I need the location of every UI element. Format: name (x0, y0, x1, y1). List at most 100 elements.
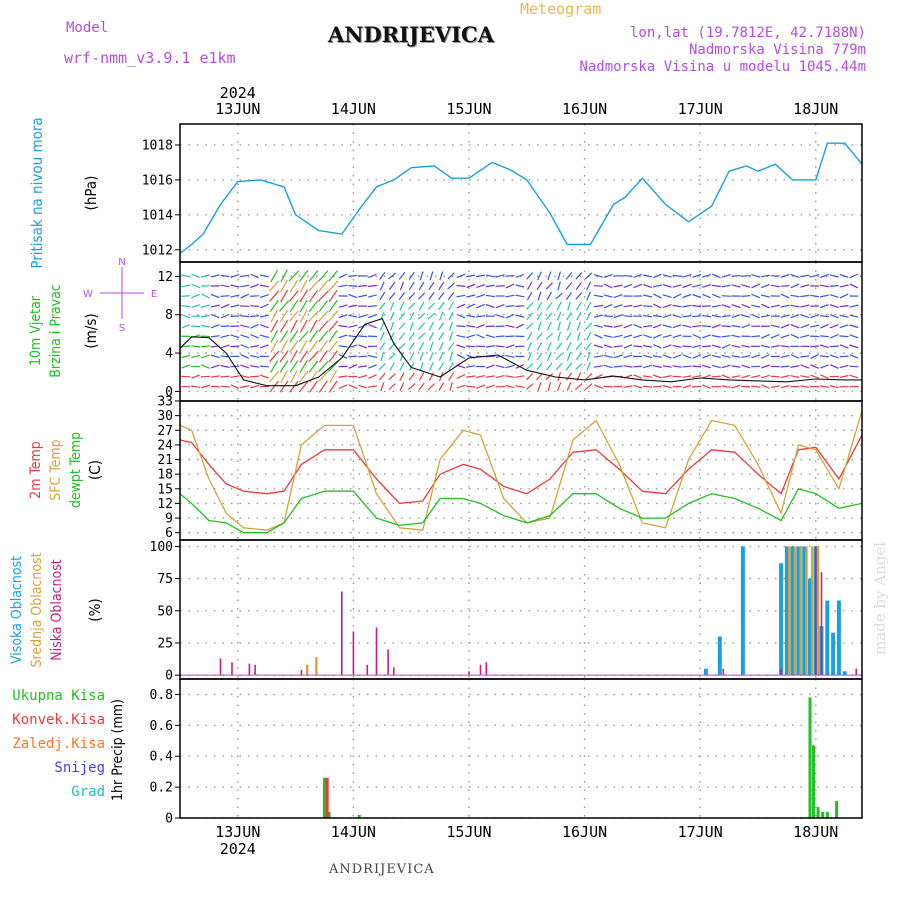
pressure-ytick-label-0: 1012 (142, 243, 173, 258)
temp-ylabel-dewpt: dewpt Temp (68, 432, 84, 508)
wind-barb-578 (652, 365, 662, 368)
wind-barb-291 (419, 351, 424, 361)
wind-barb-112 (270, 339, 279, 353)
wind-barb-815 (839, 273, 849, 278)
wind-barb-65 (230, 334, 240, 339)
wind-barb-479 (565, 272, 573, 280)
wind-barb-206 (348, 364, 358, 369)
wind-barb-613 (682, 375, 692, 378)
wind-barb-190 (328, 280, 339, 292)
wind-barb-154 (299, 279, 308, 293)
wind-barb-809 (839, 335, 849, 338)
wind-barb-460 (555, 342, 563, 351)
wind-barb-84 (250, 384, 260, 389)
wind-barb-207 (348, 355, 358, 358)
bottom-year-label: 2024 (220, 840, 256, 858)
wind-barb-173 (318, 330, 329, 343)
wind-barb-33 (201, 293, 210, 299)
cloud-bar-1-6 (811, 546, 814, 676)
wind-barb-187 (328, 310, 339, 322)
wind-barb-427 (526, 312, 533, 320)
wind-barb-651 (711, 354, 721, 359)
wind-barb-59 (220, 274, 230, 278)
wind-barb-253 (388, 373, 396, 381)
wind-barb-513 (593, 294, 604, 298)
wind-barb-196 (338, 345, 348, 348)
wind-barb-353 (466, 334, 476, 339)
wind-barb-87 (250, 354, 260, 358)
wind-barb-321 (438, 292, 445, 300)
wind-barb-598 (662, 284, 672, 288)
wind-barb-204 (348, 384, 358, 389)
wind-barb-522 (603, 324, 613, 328)
wind-barb-345 (456, 294, 466, 298)
wind-barb-357 (466, 294, 476, 298)
wind-barb-34 (200, 285, 210, 287)
wind-barb-483 (575, 352, 583, 361)
wind-barb-93 (250, 295, 260, 297)
wind-barb-790 (819, 284, 829, 288)
cloud-ytick-label-0: 0 (165, 669, 173, 684)
footer-location: ANDRIJEVICA (329, 862, 435, 877)
wind-barb-3 (181, 354, 191, 359)
cloud-bar-2-2 (248, 663, 251, 676)
wind-barb-532 (613, 345, 623, 348)
wind-barb-800 (829, 304, 839, 309)
wind-barb-67 (230, 315, 240, 317)
top-day-label-1: 14JUN (331, 100, 376, 118)
wind-barb-650 (711, 364, 721, 369)
cloud-bar-2-5 (341, 591, 343, 676)
wind-barb-419 (515, 273, 525, 279)
precip-bar-0-7 (825, 811, 829, 818)
wind-barb-422 (525, 362, 534, 370)
precip-bar-0-4 (812, 745, 815, 818)
wind-barb-734 (780, 365, 790, 368)
wind-barb-107 (259, 274, 269, 278)
wind-barb-57 (220, 295, 230, 297)
wind-barb-225 (358, 294, 368, 298)
wind-barb-570 (643, 325, 653, 328)
wind-barb-311 (429, 271, 434, 281)
wind-barb-242 (378, 362, 386, 371)
wind-barb-535 (613, 314, 623, 319)
wind-barb-782 (819, 364, 829, 369)
wind-barb-6 (181, 324, 191, 329)
wind-barb-724 (770, 344, 780, 348)
wind-barb-706 (751, 283, 761, 289)
wind-barb-319 (438, 311, 444, 321)
wind-barb-170 (318, 360, 329, 373)
wind-barb-447 (546, 352, 552, 361)
wind-barb-162 (309, 319, 318, 333)
wind-barb-638 (702, 364, 711, 369)
temp-series-1 (179, 410, 863, 531)
wind-barb-23 (191, 273, 200, 279)
wind-barb-71 (230, 273, 240, 278)
precip-bar-0-1 (327, 811, 331, 818)
wind-barb-750 (790, 324, 800, 329)
wind-barb-705 (751, 293, 761, 299)
wind-barb-812 (839, 304, 849, 308)
bottom-day-label-5: 18JUN (793, 823, 838, 841)
wind-barb-372 (485, 384, 495, 389)
wind-barb-58 (220, 284, 230, 288)
wind-barb-595 (662, 314, 672, 319)
wind-barb-592 (662, 344, 672, 349)
wind-barb-787 (819, 315, 829, 318)
wind-barb-641 (702, 334, 711, 339)
wind-barb-168 (318, 380, 328, 393)
wind-barb-546 (623, 324, 633, 329)
wind-barb-177 (318, 290, 329, 302)
wind-barb-312 (438, 382, 445, 391)
wind-barb-526 (603, 283, 613, 289)
wind-barb-590 (662, 365, 672, 368)
wind-barb-797 (829, 334, 839, 339)
wind-barb-665 (721, 335, 731, 338)
wind-barb-671 (721, 273, 731, 278)
wind-barb-91 (250, 315, 260, 318)
wind-barb-228 (367, 385, 377, 388)
wind-barb-418 (515, 284, 525, 288)
wind-barb-426 (525, 322, 534, 330)
wind-barb-620 (682, 304, 692, 308)
wind-barb-212 (348, 304, 358, 308)
cloud-bar-1-5 (805, 546, 808, 676)
